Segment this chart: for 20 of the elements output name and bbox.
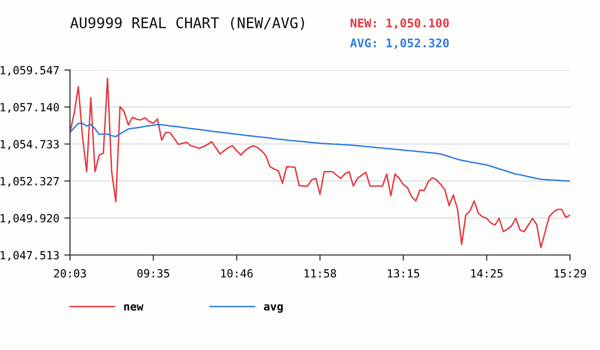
- x-tick-label: 09:35: [137, 269, 170, 278]
- x-tick-label: 15:29: [554, 269, 586, 278]
- y-tick-label: 1,047.513: [0, 251, 59, 261]
- x-tick-label: 14:25: [471, 269, 502, 278]
- text: AVG: 1,052.320: [350, 38, 449, 49]
- y-tick-label: 1,054.733: [0, 140, 59, 150]
- legend-label: new: [124, 304, 144, 311]
- x-tick-label: 10:46: [221, 269, 253, 278]
- line-series: [70, 122, 570, 182]
- y-tick-label: 1,059.547: [0, 66, 59, 76]
- x-tick-label: 20:03: [54, 269, 86, 278]
- line-series: [70, 78, 570, 248]
- x-tick-label: 11:58: [304, 269, 336, 278]
- text: NEW: 1,050.100: [350, 18, 449, 29]
- legend-label: avg: [264, 304, 283, 313]
- y-tick-label: 1,049.920: [0, 214, 59, 224]
- y-tick-label: 1,057.140: [0, 103, 59, 113]
- y-tick-label: 1,052.327: [0, 177, 59, 187]
- chart-title: AU9999 REAL CHART (NEW/AVG): [70, 17, 304, 30]
- x-tick-label: 13:15: [388, 269, 420, 278]
